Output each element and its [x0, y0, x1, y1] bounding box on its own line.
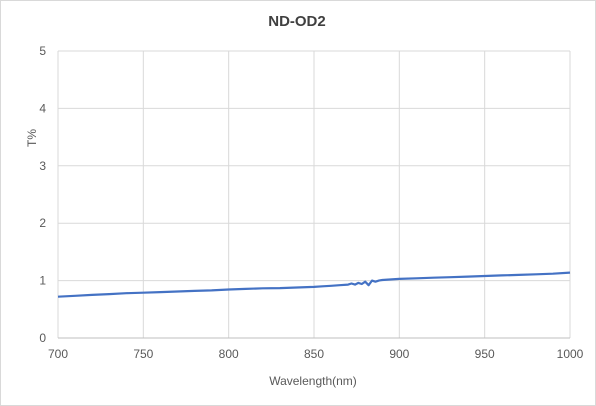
y-tick-label: 1	[39, 274, 46, 288]
x-tick-label: 800	[219, 347, 239, 361]
x-tick-label: 850	[304, 347, 324, 361]
y-axis-label: T%	[25, 129, 39, 147]
grid	[57, 50, 571, 338]
y-tick-label: 4	[39, 101, 46, 115]
x-axis-label: Wavelength(nm)	[269, 374, 357, 388]
series-layer	[57, 271, 571, 298]
chart-title: ND-OD2	[268, 13, 326, 30]
y-tick-label: 5	[39, 44, 46, 58]
y-tick-label: 2	[39, 216, 46, 230]
x-tick-label: 1000	[557, 347, 584, 361]
series-line-1	[57, 271, 571, 298]
x-tick-label: 750	[133, 347, 153, 361]
y-tick-label: 0	[39, 331, 46, 345]
x-tick-label: 900	[389, 347, 409, 361]
x-tick-label: 950	[475, 347, 495, 361]
x-tick-label: 700	[48, 347, 68, 361]
axes: 0 1 2 3 4 5 700 750 800 850 900 950 1000	[39, 44, 583, 361]
y-tick-label: 3	[39, 159, 46, 173]
